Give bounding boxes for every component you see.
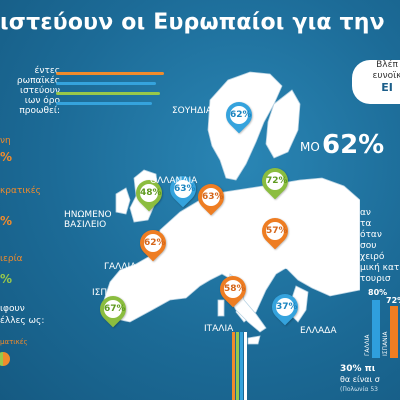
intro-line: έντες	[34, 66, 60, 76]
left-column: έντες ρωπαϊκές ιστεύουν ιων όρο προωθεί:	[0, 66, 64, 116]
pin-value: 37%	[276, 298, 298, 316]
color-stream-decoration	[232, 332, 247, 400]
label-germany: ΓΕΡΜΑΝΙΑ	[176, 222, 222, 232]
ireland-shape	[115, 187, 131, 215]
sicily-shape	[247, 335, 261, 345]
legend-bar	[56, 92, 160, 95]
right-text-line: τουρισ	[360, 274, 391, 284]
legend-bars	[56, 72, 166, 112]
pin-value: 62%	[230, 106, 252, 124]
pin-value: 62%	[144, 234, 166, 252]
bar-value-france: 80%	[368, 288, 388, 297]
side-percent: %	[0, 272, 13, 286]
legend-label: ιφουν	[0, 304, 25, 314]
legend-bar	[56, 102, 152, 105]
label-hungary: ΟΥΓΓΑΡΙΑ	[256, 262, 300, 272]
pin-value: 57%	[266, 222, 288, 240]
pin-value: 67%	[104, 300, 126, 318]
bar-france	[372, 300, 380, 358]
pin-value: 63%	[202, 188, 224, 206]
right-text-line: μική κατ	[360, 263, 400, 273]
bar-value-spain: 72%	[386, 296, 400, 305]
finland-shape	[265, 89, 301, 159]
pin-value: 58%	[224, 280, 246, 298]
legend-bar	[56, 72, 164, 75]
legend-bar	[56, 82, 156, 85]
footer-text: θα είναι σ	[340, 375, 380, 384]
label-france: ΓΑΛΛΙΑ	[104, 262, 137, 272]
label-italy: ΙΤΑΛΙΑ	[204, 324, 234, 334]
side-percent: %	[0, 214, 13, 228]
header-banner: ιστεύουν οι Ευρωπαίοι για την	[0, 0, 400, 48]
label-uk-line1: ΗΝΩΜΕΝΟ	[64, 210, 112, 220]
label-uk-line2: ΒΑΣΙΛΕΙΟ	[64, 220, 107, 230]
right-text-line: αν	[360, 208, 371, 218]
label-netherlands: ΟΛΛΑΝΔΙΑ	[150, 176, 198, 186]
label-greece: ΕΛΛΑΔΑ	[300, 326, 337, 336]
bar-label-france: ΓΑΛΛΙΑ	[364, 334, 371, 356]
bar-label-spain: ΙΣΠΑΝΙΑ	[382, 331, 389, 356]
bubble-line: Βλέπ	[376, 60, 398, 70]
legend-label: νη	[0, 136, 11, 146]
intro-line: προωθεί:	[19, 106, 60, 116]
page-title: ιστεύουν οι Ευρωπαίοι για την	[0, 10, 385, 35]
side-percent: %	[0, 150, 13, 164]
average-percent: 62%	[322, 130, 385, 160]
intro-line: ιων όρο	[24, 96, 60, 106]
pin-value: 72%	[266, 172, 288, 190]
right-text-line: όταν	[360, 230, 382, 240]
bubble-line: ΕΙ	[381, 81, 393, 94]
intro-text: έντες ρωπαϊκές ιστεύουν ιων όρο προωθεί:	[0, 66, 64, 116]
pin-value: 48%	[140, 184, 162, 202]
footer-note: (Πολωνία 53	[340, 386, 378, 393]
speech-bubble: Βλέπ ευνοϊκ ΕΙ	[352, 60, 400, 104]
legend-label: ματικές	[0, 338, 28, 346]
label-spain: ΙΣΠΑΝΙΑ	[92, 288, 129, 298]
bubble-line: ευνοϊκ	[372, 71, 400, 81]
legend-label: έλλες ως:	[0, 316, 45, 326]
mini-donut-icon	[0, 352, 10, 366]
legend-label: κρατικές	[0, 186, 41, 196]
right-text-line: χειρό	[360, 252, 385, 262]
label-poland: ΠΟΛΩΝΙΑ	[242, 210, 285, 220]
right-text-line: τα	[360, 219, 372, 229]
bar-spain	[390, 306, 398, 358]
intro-line: ιστεύουν	[20, 86, 60, 96]
footer-percent: 30% πι	[340, 364, 376, 374]
legend-label: ιερία	[0, 254, 23, 264]
intro-line: ρωπαϊκές	[16, 76, 60, 86]
right-text-line: σου	[360, 241, 377, 251]
average-label: ΜΟ	[300, 140, 320, 154]
sardinia-shape	[217, 299, 225, 317]
label-sweden: ΣΟΥΗΔΙΑ	[172, 106, 213, 116]
